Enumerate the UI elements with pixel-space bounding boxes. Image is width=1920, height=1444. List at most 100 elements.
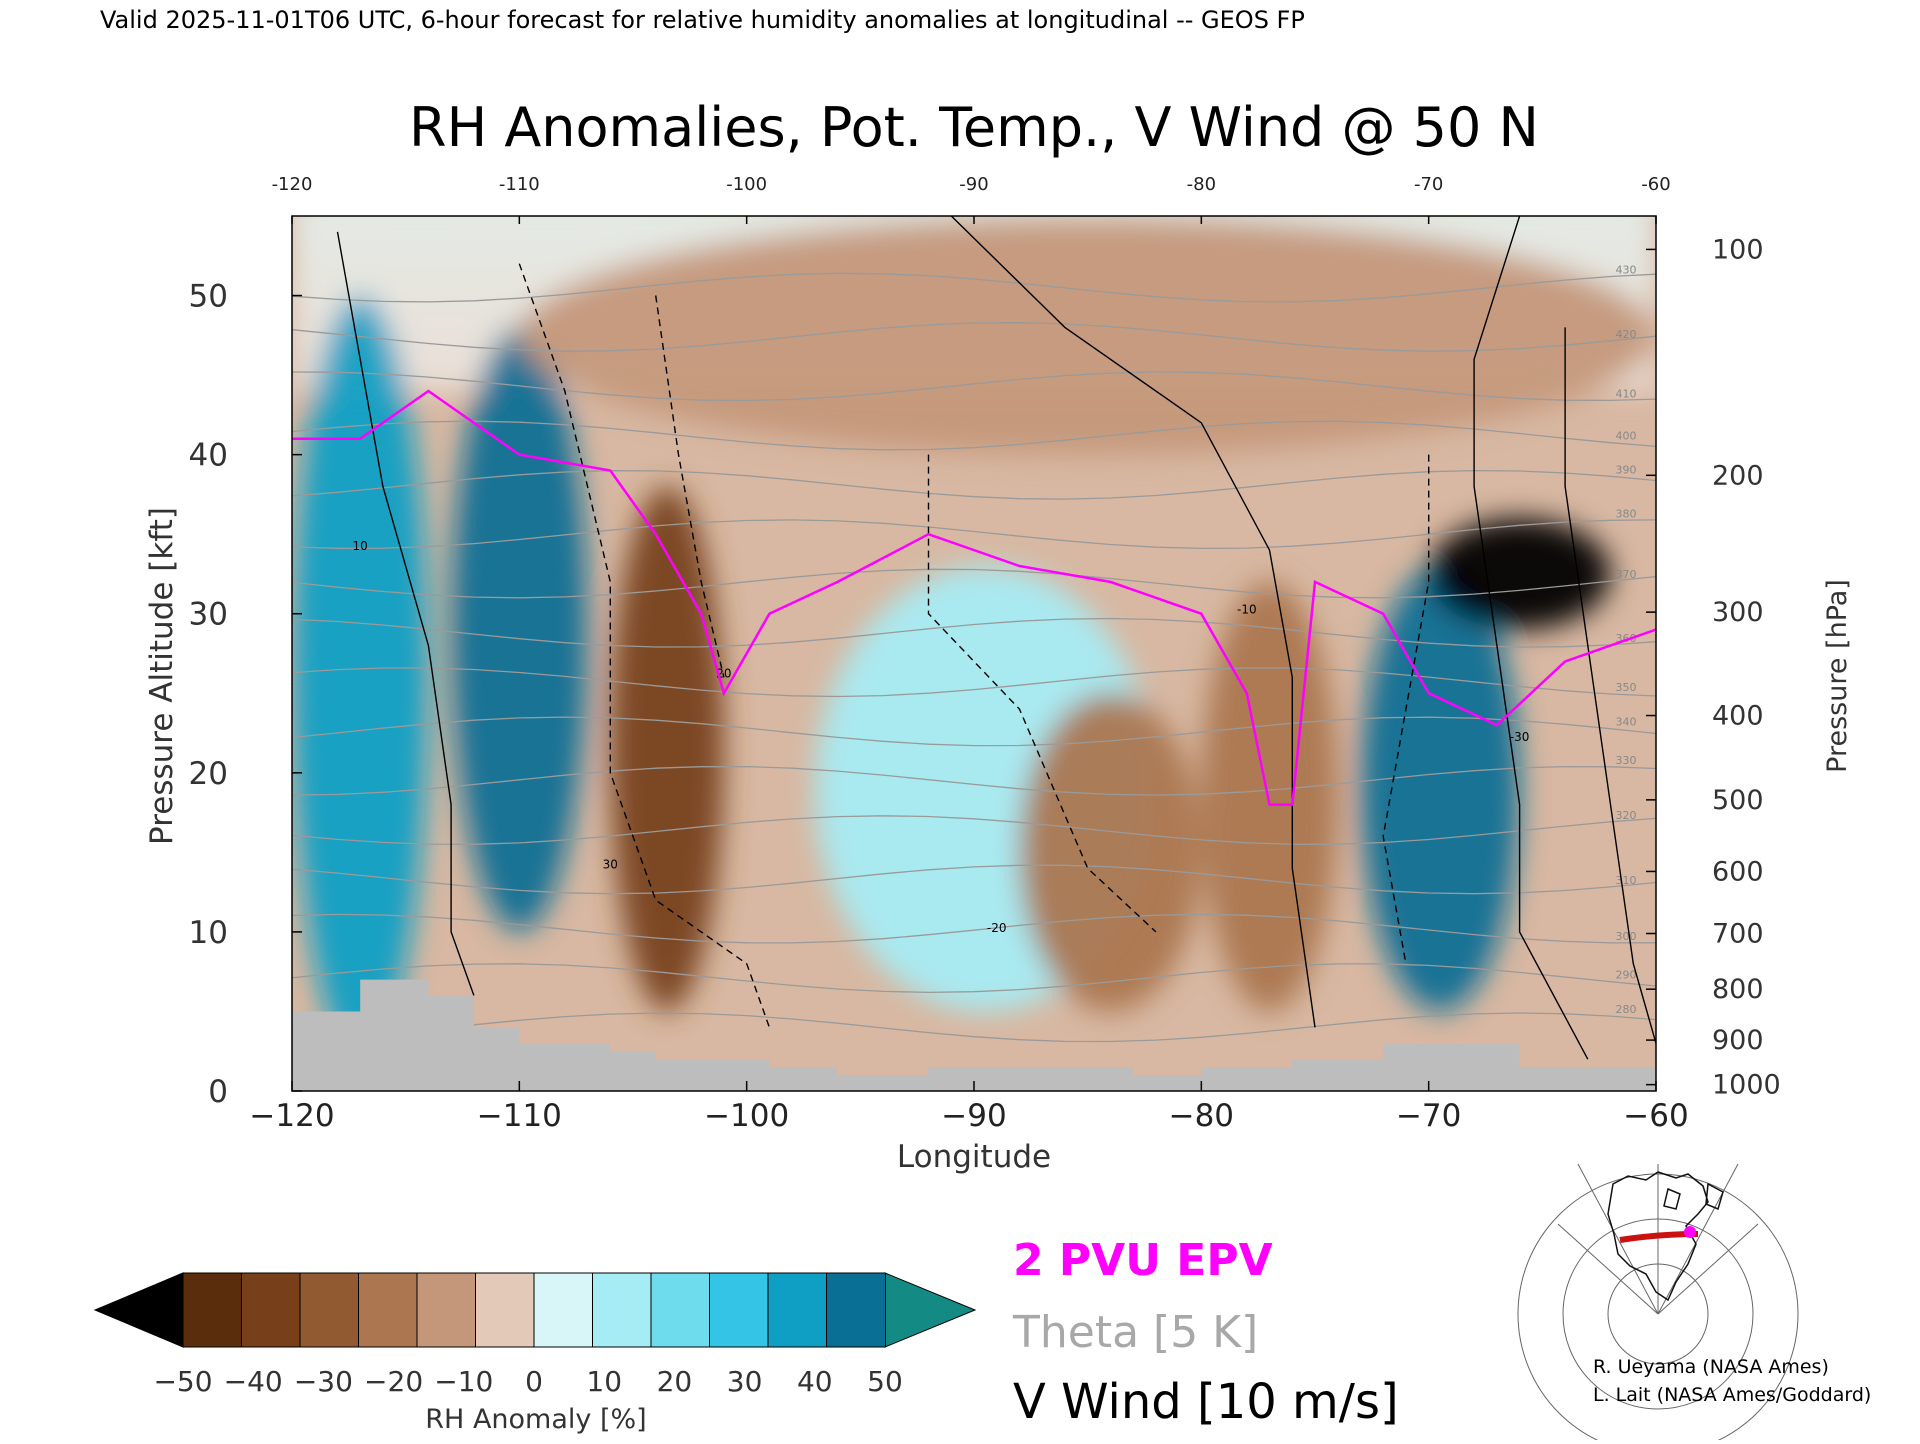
credit-2: L. Lait (NASA Ames/Goddard) — [1593, 1384, 1871, 1406]
y-tick-label-right: 300 — [1712, 597, 1764, 628]
colorbar-tick-label: −40 — [224, 1365, 283, 1398]
colorbar-swatch — [767, 1272, 828, 1348]
y-tick-label-right: 500 — [1712, 785, 1764, 816]
x-tick-label-top: -60 — [1641, 174, 1670, 195]
y-tick-label-right: 700 — [1712, 919, 1764, 950]
y-tick-label-right: 100 — [1712, 234, 1764, 265]
legend-entry: 2 PVU EPV — [1013, 1235, 1273, 1286]
theta-contour — [292, 667, 1656, 698]
x-tick-label-top: -90 — [959, 174, 988, 195]
v-wind-contour — [1382, 454, 1430, 964]
theta-label: 300 — [1616, 930, 1637, 943]
x-axis-label: Longitude — [897, 1139, 1051, 1175]
theta-label: 420 — [1616, 328, 1637, 341]
y-tick-label-left: 0 — [208, 1074, 228, 1110]
theta-label: 290 — [1616, 969, 1637, 982]
colorbar-swatch — [826, 1272, 886, 1348]
colorbar-swatch — [533, 1272, 594, 1348]
v-wind-contour — [655, 295, 725, 678]
y-tick-label-left: 40 — [189, 438, 228, 474]
inset-map — [1517, 1163, 1799, 1444]
v-wind-label: -20 — [987, 921, 1007, 935]
theta-contour — [292, 765, 1656, 796]
colorbar: −50 −40 −30 −20 −10 0 10 20 30 40 50 — [93, 1272, 977, 1398]
theta-contour — [292, 1012, 1656, 1043]
colorbar-swatch — [182, 1272, 243, 1348]
inset-map-marker — [1684, 1226, 1696, 1238]
x-tick-label-top: -110 — [499, 174, 540, 195]
x-axis-bottom: −120 −110 −100 −90 −80 −70 −60 — [249, 1081, 1689, 1134]
theta-contour — [292, 272, 1656, 303]
theta-contour — [292, 519, 1656, 550]
x-tick-label-bottom: −70 — [1396, 1098, 1461, 1134]
legend-entry: V Wind [10 m/s] — [1013, 1374, 1399, 1430]
theta-label: 400 — [1616, 430, 1637, 443]
legend: 2 PVU EPV Theta [5 K] V Wind [10 m/s] — [1012, 1235, 1399, 1430]
rh-region-6 — [1360, 566, 1520, 1012]
theta-label: 350 — [1616, 681, 1637, 694]
y-tick-label-left: 50 — [189, 279, 228, 315]
colorbar-tick-label: 40 — [797, 1365, 833, 1398]
y-tick-label-right: 400 — [1712, 701, 1764, 732]
colorbar-tick-label: 10 — [586, 1365, 622, 1398]
theta-label: 320 — [1616, 809, 1637, 822]
v-wind-contour — [1564, 327, 1656, 1044]
x-tick-label-bottom: −90 — [941, 1098, 1006, 1134]
theta-contour — [292, 617, 1656, 648]
colorbar-tick-label: 0 — [525, 1365, 543, 1398]
colorbar-tick-label: 50 — [867, 1365, 903, 1398]
theta-contour — [292, 420, 1656, 451]
x-tick-label-bottom: −120 — [249, 1098, 334, 1134]
colorbar-tick-label: 30 — [727, 1365, 763, 1398]
colorbar-swatch — [475, 1272, 535, 1348]
theta-contour — [292, 322, 1656, 352]
rh-region-2 — [610, 486, 724, 1012]
v-wind-label: 10 — [353, 539, 368, 553]
credit-1: R. Ueyama (NASA Ames) — [1593, 1356, 1829, 1378]
v-wind-contour — [1473, 216, 1589, 1060]
theta-label: 370 — [1616, 568, 1637, 581]
colorbar-under-arrow — [93, 1272, 184, 1348]
legend-entry: Theta [5 K] — [1012, 1307, 1258, 1358]
v-wind-label: -10 — [1237, 603, 1257, 617]
x-tick-label-top: -100 — [726, 174, 767, 195]
theta-label: 430 — [1616, 264, 1637, 277]
terrain-mask — [292, 979, 1656, 1091]
rh-region-5 — [1201, 581, 1338, 1012]
chart-title: RH Anomalies, Pot. Temp., V Wind @ 50 N — [409, 96, 1539, 159]
colorbar-tick-label: −50 — [153, 1365, 212, 1398]
theta-label: 310 — [1616, 874, 1637, 887]
theta-label: 280 — [1616, 1003, 1637, 1016]
x-tick-label-bottom: −100 — [704, 1098, 789, 1134]
x-tick-label-top: -120 — [272, 174, 313, 195]
colorbar-over-arrow — [884, 1272, 977, 1348]
theta-contour — [292, 371, 1656, 402]
y-tick-label-left: 30 — [189, 597, 228, 633]
v-wind-label: 30 — [603, 857, 618, 871]
theta-contour — [292, 913, 1656, 944]
theta-contour — [292, 963, 1656, 994]
x-tick-label-top: -70 — [1414, 174, 1443, 195]
y-axis-left-label: Pressure Altitude [kft] — [144, 507, 180, 845]
y-tick-label-right: 1000 — [1712, 1070, 1781, 1101]
v-wind-contour — [336, 231, 475, 996]
theta-label: 380 — [1616, 507, 1637, 520]
y-axis-right: 100 200 300 400 500 600 700 800 900 1000 — [1646, 234, 1781, 1101]
header-text: Valid 2025-11-01T06 UTC, 6-hour forecast… — [100, 6, 1305, 34]
rh-region-8 — [519, 216, 1656, 455]
rh-anomaly-field — [292, 216, 1656, 1060]
x-tick-label-bottom: −80 — [1169, 1098, 1234, 1134]
y-tick-label-right: 900 — [1712, 1025, 1764, 1056]
theta-label: 340 — [1616, 716, 1637, 729]
y-axis-left: 0 10 20 30 40 50 — [189, 279, 302, 1110]
v-wind-contour — [518, 263, 771, 1028]
theta-contour — [292, 716, 1656, 747]
colorbar-swatch — [299, 1272, 360, 1348]
y-tick-label-left: 20 — [189, 756, 228, 792]
y-axis-right-label: Pressure [hPa] — [1822, 579, 1853, 773]
rh-region-1 — [451, 327, 588, 932]
v-wind-contour — [950, 216, 1316, 1028]
rh-region-7 — [1428, 518, 1611, 630]
